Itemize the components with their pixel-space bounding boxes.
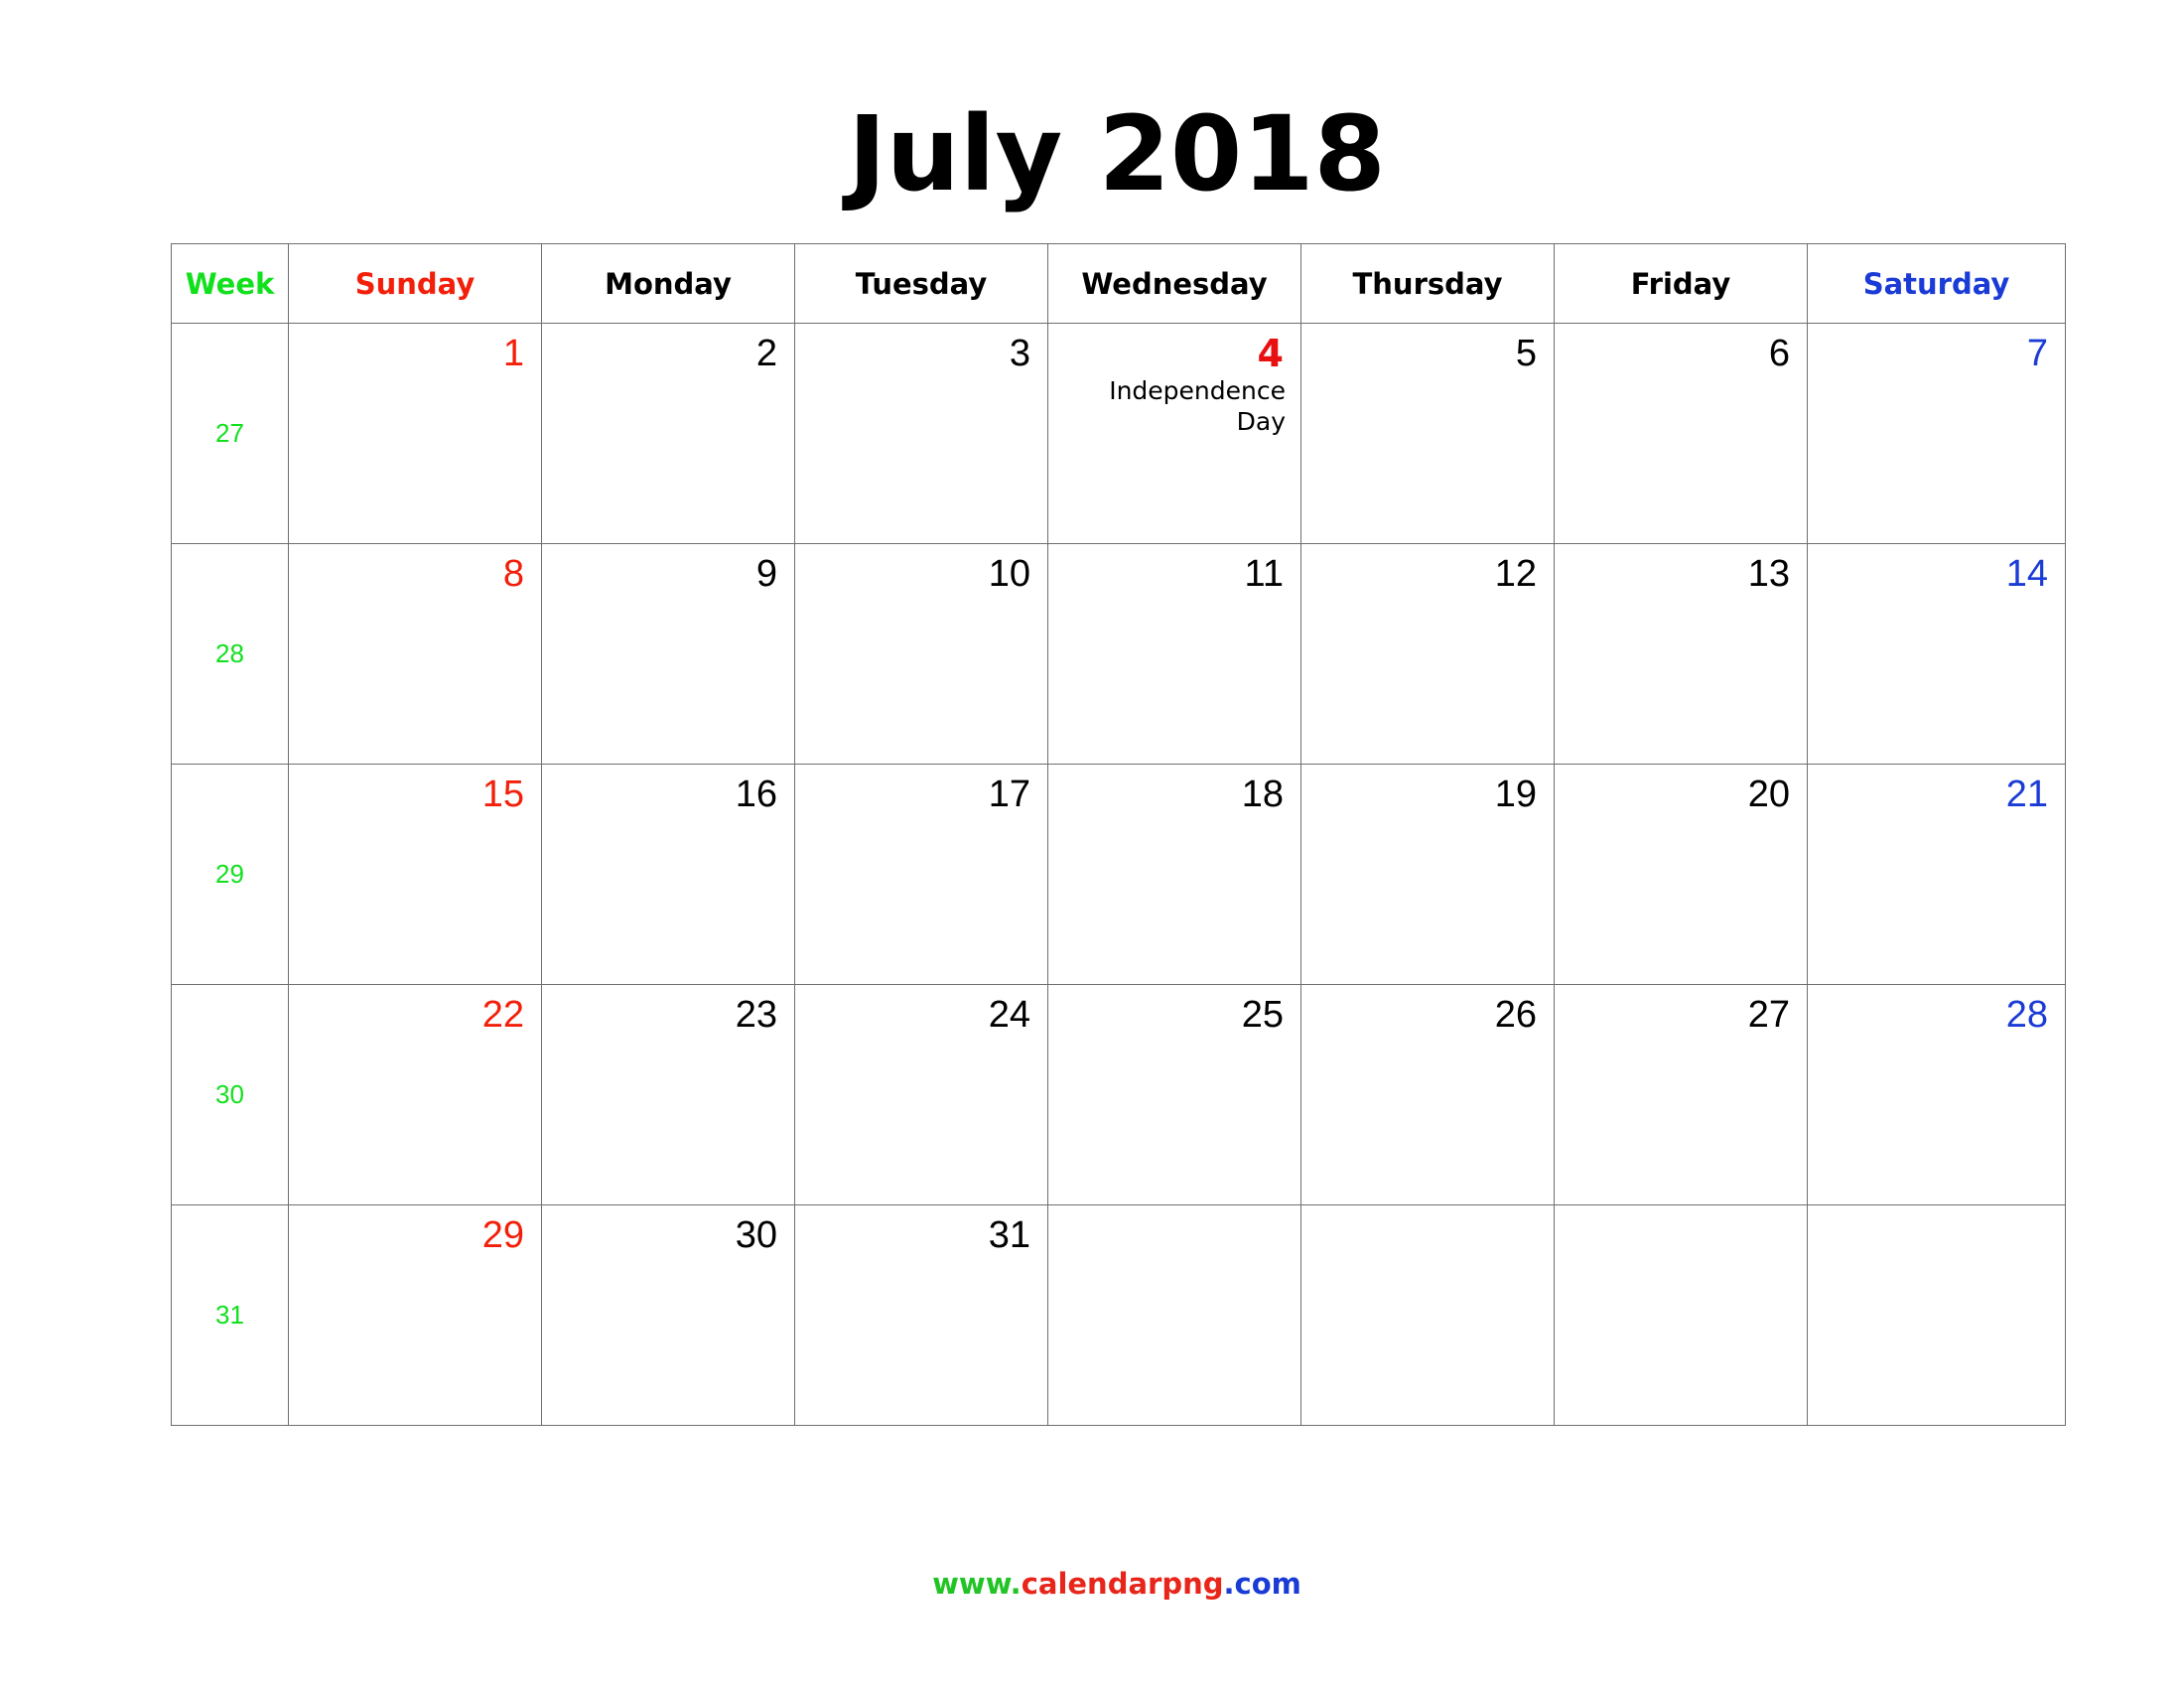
day-cell-saturday[interactable]: 7 [1807, 323, 2066, 544]
day-number: 8 [502, 553, 524, 595]
day-number: 17 [988, 774, 1030, 815]
day-number: 14 [2005, 553, 2048, 595]
day-number: 22 [481, 994, 524, 1036]
day-number: 19 [1494, 774, 1537, 815]
day-number: 21 [2005, 774, 2048, 815]
day-number: 23 [735, 994, 777, 1036]
day-cell-tuesday[interactable]: 17 [794, 764, 1048, 985]
week-number: 29 [171, 764, 289, 985]
day-number: 31 [988, 1214, 1030, 1256]
day-number: 24 [988, 994, 1030, 1036]
header-wednesday: Wednesday [1047, 243, 1301, 324]
day-cell-thursday[interactable]: 19 [1300, 764, 1555, 985]
week-number: 27 [171, 323, 289, 544]
day-number: 16 [735, 774, 777, 815]
header-sunday: Sunday [288, 243, 542, 324]
footer-www: www. [932, 1567, 1022, 1601]
day-cell-sunday[interactable]: 29 [288, 1204, 542, 1426]
day-cell-wednesday[interactable] [1047, 1204, 1301, 1426]
weekday-header-row: Week Sunday Monday Tuesday Wednesday Thu… [171, 243, 2066, 324]
day-cell-friday[interactable]: 20 [1554, 764, 1808, 985]
week-number: 28 [171, 543, 289, 765]
day-cell-sunday[interactable]: 1 [288, 323, 542, 544]
week-row: 30 22 23 24 25 26 27 28 [171, 984, 2066, 1205]
day-number: 18 [1241, 774, 1284, 815]
holiday-label: Independence [1109, 376, 1286, 405]
calendar-grid: Week Sunday Monday Tuesday Wednesday Thu… [171, 243, 2066, 1426]
day-cell-thursday[interactable] [1300, 1204, 1555, 1426]
day-cell-friday[interactable]: 27 [1554, 984, 1808, 1205]
day-cell-sunday[interactable]: 22 [288, 984, 542, 1205]
day-cell-wednesday[interactable]: 18 [1047, 764, 1301, 985]
day-number: 26 [1494, 994, 1537, 1036]
holiday-label: Day [1236, 407, 1286, 436]
day-cell-thursday[interactable]: 12 [1300, 543, 1555, 765]
day-cell-tuesday[interactable]: 24 [794, 984, 1048, 1205]
week-row: 27 1 2 3 4 Independence Day 5 6 7 [171, 323, 2066, 544]
day-cell-monday[interactable]: 23 [541, 984, 795, 1205]
day-number: 11 [1244, 553, 1284, 595]
day-number: 29 [481, 1214, 524, 1256]
day-cell-saturday[interactable]: 21 [1807, 764, 2066, 985]
day-cell-friday[interactable]: 13 [1554, 543, 1808, 765]
day-cell-saturday[interactable] [1807, 1204, 2066, 1426]
footer-domain: calendarpng [1021, 1567, 1224, 1601]
day-number: 20 [1747, 774, 1790, 815]
week-number: 31 [171, 1204, 289, 1426]
day-cell-tuesday[interactable]: 10 [794, 543, 1048, 765]
day-number: 1 [502, 333, 524, 374]
day-number: 10 [988, 553, 1030, 595]
day-cell-monday[interactable]: 16 [541, 764, 795, 985]
footer-tld: .com [1223, 1567, 1301, 1601]
calendar-title: July 2018 [848, 93, 1386, 214]
day-number: 4 [1257, 332, 1284, 375]
day-cell-thursday[interactable]: 26 [1300, 984, 1555, 1205]
footer-url[interactable]: www.calendarpng.com [0, 1564, 2184, 1604]
header-thursday: Thursday [1300, 243, 1555, 324]
day-number: 27 [1747, 994, 1790, 1036]
week-row: 29 15 16 17 18 19 20 21 [171, 764, 2066, 985]
day-cell-friday[interactable] [1554, 1204, 1808, 1426]
day-number: 7 [2026, 333, 2048, 374]
header-tuesday: Tuesday [794, 243, 1048, 324]
week-row: 28 8 9 10 11 12 13 14 [171, 543, 2066, 765]
day-number: 12 [1494, 553, 1537, 595]
day-number: 30 [735, 1214, 777, 1256]
day-number: 13 [1747, 553, 1790, 595]
header-monday: Monday [541, 243, 795, 324]
day-cell-saturday[interactable]: 28 [1807, 984, 2066, 1205]
day-number: 5 [1515, 333, 1537, 374]
day-cell-tuesday[interactable]: 3 [794, 323, 1048, 544]
day-cell-wednesday[interactable]: 11 [1047, 543, 1301, 765]
week-number: 30 [171, 984, 289, 1205]
header-saturday: Saturday [1807, 243, 2066, 324]
header-friday: Friday [1554, 243, 1808, 324]
day-number: 3 [1009, 333, 1030, 374]
day-cell-monday[interactable]: 30 [541, 1204, 795, 1426]
day-number: 2 [755, 333, 777, 374]
day-cell-monday[interactable]: 9 [541, 543, 795, 765]
day-cell-monday[interactable]: 2 [541, 323, 795, 544]
day-cell-sunday[interactable]: 15 [288, 764, 542, 985]
header-week: Week [171, 243, 289, 324]
day-cell-thursday[interactable]: 5 [1300, 323, 1555, 544]
day-number: 6 [1768, 333, 1790, 374]
day-cell-wednesday[interactable]: 25 [1047, 984, 1301, 1205]
day-number: 25 [1241, 994, 1284, 1036]
day-cell-friday[interactable]: 6 [1554, 323, 1808, 544]
day-cell-wednesday[interactable]: 4 Independence Day [1047, 323, 1301, 544]
day-cell-sunday[interactable]: 8 [288, 543, 542, 765]
day-cell-saturday[interactable]: 14 [1807, 543, 2066, 765]
week-row: 31 29 30 31 [171, 1204, 2066, 1426]
day-cell-tuesday[interactable]: 31 [794, 1204, 1048, 1426]
day-number: 9 [755, 553, 777, 595]
day-number: 28 [2005, 994, 2048, 1036]
day-number: 15 [481, 774, 524, 815]
